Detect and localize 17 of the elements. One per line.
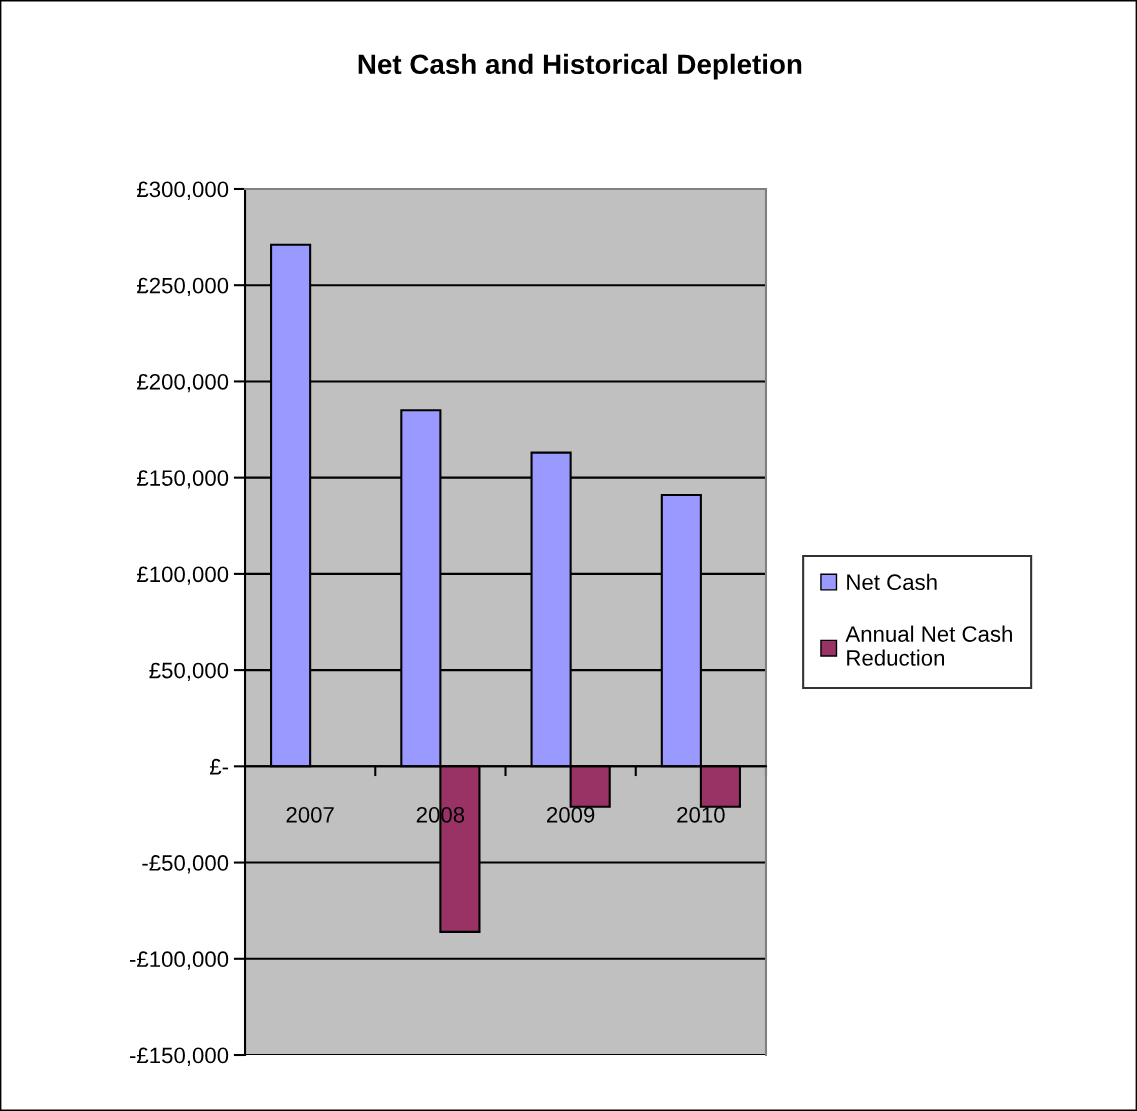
chart-title: Net Cash and Historical Depletion <box>358 53 802 80</box>
x-tick-label: 2007 <box>286 806 334 823</box>
y-tick-label: -£150,000 <box>129 1047 229 1066</box>
y-tick-label: -£50,000 <box>142 855 229 874</box>
legend-label: Annual Net Cash Reduction <box>845 625 1012 666</box>
legend-label: Net Cash <box>847 573 937 591</box>
y-tick-label: £200,000 <box>137 373 229 393</box>
y-tick-label: -£100,000 <box>129 951 229 970</box>
y-tick-label: £300,000 <box>137 181 229 200</box>
y-tick-label: £100,000 <box>137 566 229 585</box>
x-tick-label: 2008 <box>416 806 465 823</box>
y-tick-label: £50,000 <box>149 662 229 681</box>
y-tick-label: £- <box>209 758 229 775</box>
y-tick-label: £250,000 <box>137 277 229 297</box>
y-tick-label: £150,000 <box>137 470 229 489</box>
x-tick-label: 2009 <box>547 806 595 823</box>
x-tick-label: 2010 <box>677 806 725 823</box>
